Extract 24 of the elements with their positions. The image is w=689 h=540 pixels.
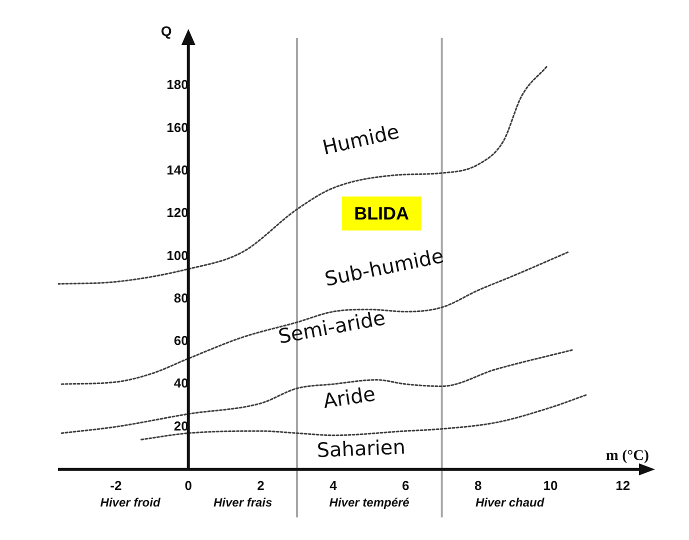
x-tick-label: 4 xyxy=(330,478,338,493)
y-tick-label: 100 xyxy=(166,248,188,263)
x-tick-label: 8 xyxy=(474,478,482,493)
x-tick-label: 12 xyxy=(616,478,630,493)
x-axis-title: m (°C) xyxy=(606,448,649,464)
annotation: Aride xyxy=(322,381,377,414)
annotation: Semi-aride xyxy=(276,305,388,348)
text: Hiver froid xyxy=(100,496,161,510)
y-tick-label: 140 xyxy=(166,162,188,178)
x-tick-label: 6 xyxy=(402,478,410,493)
y-axis-title: Q xyxy=(160,22,172,39)
text: Hiver frais xyxy=(213,496,272,510)
y-tick-label: 160 xyxy=(166,120,188,135)
x-tick-label: 10 xyxy=(543,478,558,493)
y-tick-label: 180 xyxy=(166,77,188,92)
x-tick-label: 2 xyxy=(257,478,264,493)
annotation: BLIDA xyxy=(354,204,410,224)
annotation: Humide xyxy=(320,119,402,160)
text: Hiver tempéré xyxy=(329,496,410,510)
x-tick-label: -2 xyxy=(110,478,122,493)
text: Hiver chaud xyxy=(475,496,545,510)
x-tick-label: 0 xyxy=(184,478,192,493)
y-tick-label: 120 xyxy=(166,205,188,220)
annotation: Saharien xyxy=(316,434,406,462)
